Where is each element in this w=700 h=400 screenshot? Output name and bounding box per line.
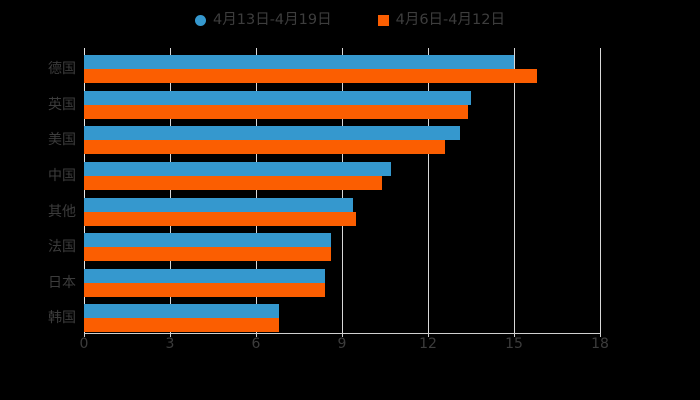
x-tick-label-6: 6: [251, 336, 261, 352]
y-axis-label-1: 英国: [48, 96, 76, 113]
gridline-x-3: [170, 48, 171, 333]
gridline-x-6: [256, 48, 257, 333]
x-tick-mark-15: [514, 333, 515, 337]
gridline-x-12: [428, 48, 429, 333]
y-axis-label-3: 中国: [48, 167, 76, 184]
y-axis-label-6: 日本: [48, 274, 76, 291]
y-axis-label-0: 德国: [48, 61, 76, 77]
legend-label-series-1: 4月6日-4月12日: [395, 11, 505, 28]
chart-legend: 4月13日-4月19日 4月6日-4月12日: [0, 8, 700, 32]
bar[interactable]: [84, 233, 331, 248]
x-tick-label-3: 3: [165, 336, 175, 352]
bar-group: [84, 126, 600, 155]
x-tick-mark-0: [84, 333, 85, 337]
x-tick-mark-18: [600, 333, 601, 337]
x-axis-tick-labels: 0 3 6 9 12 15 18: [0, 337, 700, 357]
bar[interactable]: [84, 90, 471, 105]
x-tick-label-15: 15: [505, 336, 523, 352]
bar[interactable]: [84, 175, 383, 190]
y-axis-category-labels: 德国英国美国中国其他法国日本韩国: [0, 48, 76, 333]
bar-group: [84, 161, 600, 190]
x-tick-label-12: 12: [419, 336, 437, 352]
x-tick-mark-12: [428, 333, 429, 337]
bar-group: [84, 268, 600, 297]
legend-label-series-0: 4月13日-4月19日: [213, 11, 332, 28]
y-axis-label-4: 其他: [48, 203, 76, 220]
bar[interactable]: [84, 318, 279, 333]
bar-group: [84, 233, 600, 262]
legend-marker-circle-icon: [195, 14, 207, 26]
x-tick-label-9: 9: [337, 336, 347, 352]
bar-group: [84, 197, 600, 226]
y-axis-label-2: 美国: [48, 132, 76, 149]
gridline-x-0: [84, 48, 85, 333]
x-tick-mark-6: [256, 333, 257, 337]
x-tick-mark-9: [342, 333, 343, 337]
legend-marker-square-icon: [377, 14, 389, 26]
x-tick-label-0: 0: [79, 336, 89, 352]
y-axis-label-5: 法国: [48, 239, 76, 256]
y-axis-label-7: 韩国: [48, 310, 76, 327]
bar-group: [84, 55, 600, 83]
bar[interactable]: [84, 140, 446, 155]
plot-area: [84, 48, 601, 333]
bar[interactable]: [84, 268, 325, 283]
x-tick-mark-3: [170, 333, 171, 337]
bar[interactable]: [84, 104, 469, 119]
bar[interactable]: [84, 55, 514, 69]
bar-group: [84, 90, 600, 119]
gridline-x-18: [600, 48, 601, 333]
bar[interactable]: [84, 211, 357, 226]
bar[interactable]: [84, 247, 331, 262]
bar-group: [84, 304, 600, 333]
x-tick-label-18: 18: [591, 336, 609, 352]
bar[interactable]: [84, 282, 325, 297]
bar[interactable]: [84, 126, 460, 141]
bar[interactable]: [84, 161, 391, 176]
bar[interactable]: [84, 69, 537, 83]
bar[interactable]: [84, 197, 354, 212]
gridline-x-9: [342, 48, 343, 333]
legend-item-series-1[interactable]: 4月6日-4月12日: [377, 11, 505, 28]
bar[interactable]: [84, 304, 279, 319]
legend-item-series-0[interactable]: 4月13日-4月19日: [195, 13, 332, 28]
gridline-x-15: [514, 48, 515, 333]
